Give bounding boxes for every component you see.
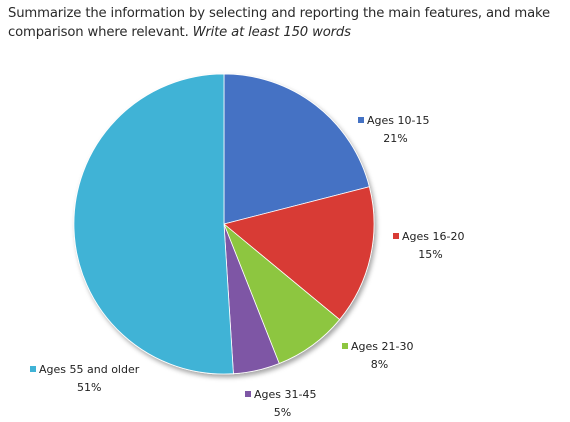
category-label-0: Ages 10-15 xyxy=(367,114,429,127)
slice-label-2: Ages 21-30 8% xyxy=(342,340,413,371)
instructions-line-2-text: comparison where relevant. xyxy=(8,25,189,40)
slice-label-3: Ages 31-45 5% xyxy=(245,388,316,419)
value-label-3: 5% xyxy=(274,406,291,419)
category-label-2: Ages 21-30 xyxy=(351,340,413,353)
pie-slice-ages-55-and-older xyxy=(73,73,234,375)
slice-label-0: Ages 10-15 21% xyxy=(358,114,429,145)
pie-slices xyxy=(73,73,375,375)
category-label-3: Ages 31-45 xyxy=(254,388,316,401)
pie-slice-ages-10-15 xyxy=(223,73,370,225)
category-label-4: Ages 55 and older xyxy=(39,363,140,376)
task-instructions: Summarize the information by selecting a… xyxy=(8,4,564,42)
value-label-0: 21% xyxy=(383,132,407,145)
pie-slice-ages-16-20 xyxy=(223,186,375,321)
instructions-line-2: comparison where relevant. Write at leas… xyxy=(8,23,564,42)
instructions-word-count: Write at least 150 words xyxy=(192,25,351,40)
value-label-4: 51% xyxy=(77,381,101,394)
instructions-line-1: Summarize the information by selecting a… xyxy=(8,6,551,21)
slice-label-1: Ages 16-20 15% xyxy=(393,230,464,261)
value-label-2: 8% xyxy=(371,358,388,371)
legend-swatch-0 xyxy=(358,117,364,123)
category-label-1: Ages 16-20 xyxy=(402,230,464,243)
legend-swatch-2 xyxy=(342,343,348,349)
value-label-1: 15% xyxy=(418,248,442,261)
legend-swatch-1 xyxy=(393,233,399,239)
legend-swatch-4 xyxy=(30,366,36,372)
legend-swatch-3 xyxy=(245,391,251,397)
slice-label-4: Ages 55 and older 51% xyxy=(30,363,140,394)
